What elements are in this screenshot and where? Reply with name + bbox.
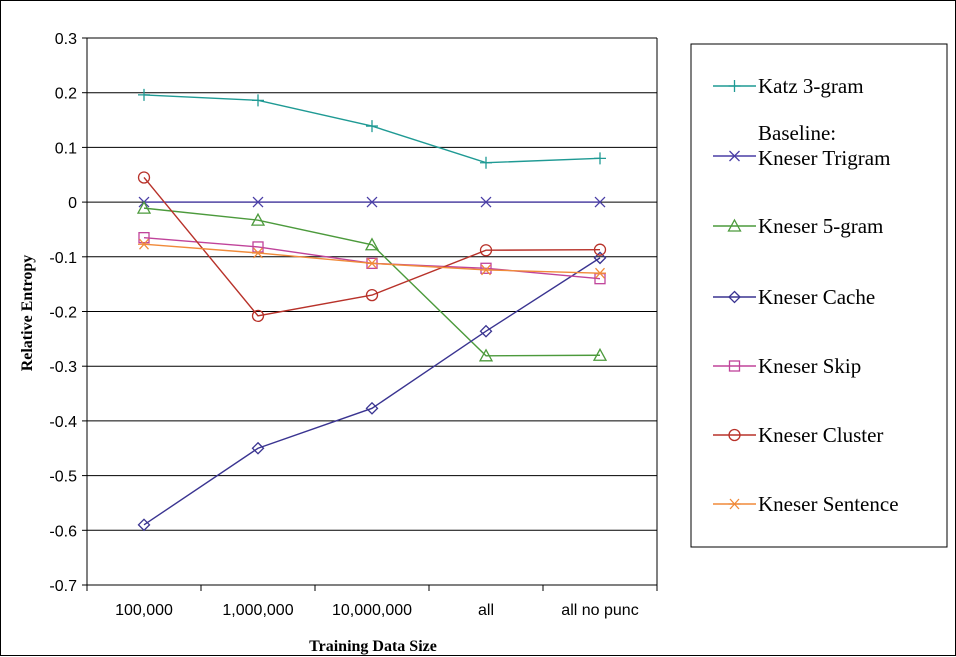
data-point xyxy=(479,324,493,338)
legend-marker xyxy=(729,150,740,162)
data-point xyxy=(366,196,378,208)
data-point xyxy=(479,244,493,257)
data-point xyxy=(480,264,492,276)
data-point xyxy=(365,401,379,415)
y-tick-label: -0.4 xyxy=(49,414,77,431)
data-point xyxy=(252,247,264,259)
axes: 0.3 0.2 0.1 0 -0.1 -0.2 -0.3 -0.4 -0.5 -0.6 -0.7 10… xyxy=(49,31,658,619)
data-point xyxy=(592,347,608,361)
data-point xyxy=(252,241,264,253)
legend-label: Kneser 5-gram xyxy=(758,214,883,238)
data-point xyxy=(364,237,380,251)
legend-item: Kneser Skip xyxy=(713,354,861,378)
legend-box xyxy=(690,43,948,548)
data-point xyxy=(138,88,150,101)
y-tick-label: -0.3 xyxy=(49,359,77,376)
data-point xyxy=(593,243,607,256)
series-baseline-kneser-trigram xyxy=(138,196,606,208)
legend-item: Baseline: Kneser Trigram xyxy=(713,121,890,170)
legend-marker xyxy=(728,80,741,92)
data-point xyxy=(480,262,492,274)
series-katz-3-gram xyxy=(138,88,606,169)
legend-label: Katz 3-gram xyxy=(758,74,864,98)
y-tick-label: -0.2 xyxy=(49,305,77,322)
y-axis-title: Relative Entropy xyxy=(19,255,36,372)
y-tick-label: -0.5 xyxy=(49,469,77,486)
data-point xyxy=(480,196,492,208)
y-tick-label: 0.2 xyxy=(55,86,77,103)
x-tick-label: 1,000,000 xyxy=(222,602,293,619)
series-kneser-sentence xyxy=(138,238,606,279)
data-point xyxy=(252,196,264,208)
data-point xyxy=(137,171,151,184)
series-kneser-5-gram xyxy=(136,200,608,362)
x-tick-label: all no punc xyxy=(561,602,638,619)
x-tick-label: 10,000,000 xyxy=(332,602,412,619)
x-tick-label: 100,000 xyxy=(115,602,173,619)
legend-item: Kneser Sentence xyxy=(713,492,899,516)
data-point xyxy=(250,212,266,226)
legend-marker xyxy=(728,290,741,304)
data-point xyxy=(366,257,378,269)
legend-label: Baseline: Kneser Trigram xyxy=(758,121,890,170)
data-point xyxy=(480,156,492,169)
data-point xyxy=(594,152,606,165)
y-tick-label: 0.1 xyxy=(55,140,77,157)
series-kneser-skip xyxy=(138,232,606,285)
legend-item: Kneser Cluster xyxy=(713,423,883,447)
data-point xyxy=(138,238,150,250)
legend-marker xyxy=(727,218,742,232)
legend-label-line: Baseline: xyxy=(758,121,836,145)
legend-marker xyxy=(728,498,741,510)
series-line xyxy=(143,207,601,357)
series-lines xyxy=(136,88,608,532)
data-point xyxy=(136,200,152,214)
legend-item: Kneser 5-gram xyxy=(713,214,883,238)
y-tick-label: -0.7 xyxy=(49,578,77,595)
data-point xyxy=(137,518,151,532)
data-point xyxy=(594,267,606,279)
legend-label: Kneser Sentence xyxy=(758,492,899,516)
legend-item: Kneser Cache xyxy=(713,285,875,309)
legend-label: Kneser Cluster xyxy=(758,423,883,447)
legend-item: Katz 3-gram xyxy=(713,74,864,98)
data-point xyxy=(251,309,265,323)
y-tick-label: -0.1 xyxy=(49,250,77,267)
gridlines xyxy=(87,37,657,586)
y-tick-label: -0.6 xyxy=(49,523,77,540)
x-axis-title: Training Data Size xyxy=(309,638,437,655)
data-point xyxy=(252,94,264,107)
legend-label-line: Kneser Trigram xyxy=(758,146,890,170)
data-point xyxy=(251,441,265,455)
series-line xyxy=(143,177,601,317)
legend-marker xyxy=(728,360,741,372)
legend-marker xyxy=(728,428,741,442)
y-tick-label: 0.3 xyxy=(55,31,77,48)
x-tick-label: all xyxy=(478,602,494,619)
series-kneser-cluster xyxy=(137,171,607,323)
data-point xyxy=(594,196,606,208)
data-point xyxy=(138,232,150,244)
legend-label: Kneser Skip xyxy=(758,354,861,378)
series-line xyxy=(143,257,601,526)
legend-label: Kneser Cache xyxy=(758,285,875,309)
y-tick-label: 0 xyxy=(68,195,77,212)
data-point xyxy=(593,251,607,265)
data-point xyxy=(366,120,378,133)
data-point xyxy=(365,288,379,302)
data-point xyxy=(478,348,494,362)
series-kneser-cache xyxy=(137,251,607,532)
